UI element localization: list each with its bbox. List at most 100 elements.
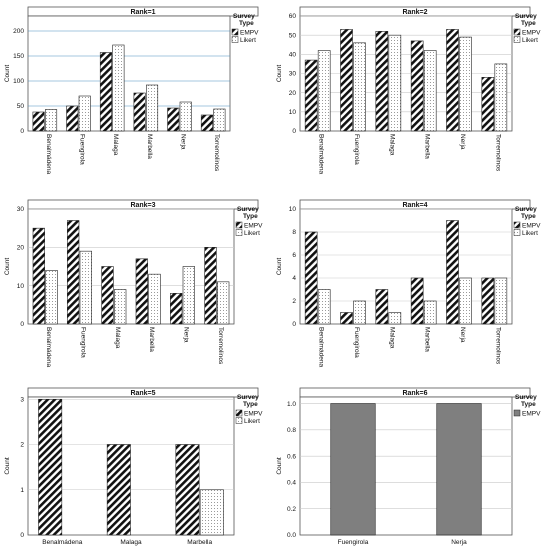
bar-empv-marbella: [133, 92, 146, 132]
x-tick-label: Torremolinos: [217, 327, 224, 365]
y-tick-label: 50: [17, 103, 25, 110]
y-tick-label: 0.4: [287, 480, 296, 487]
legend-swatch-empv: [231, 28, 239, 36]
x-tick-label: Marbella: [146, 134, 153, 159]
y-tick-label: 60: [289, 13, 297, 20]
x-tick-label: Fuengirola: [79, 134, 86, 165]
bar-likert-benalmadena: [317, 289, 331, 325]
bar-empv-fuengirola: [67, 220, 80, 325]
y-tick-label: 3: [20, 396, 24, 403]
bar-empv-torremolinos: [481, 277, 495, 325]
y-axis-label: Count: [276, 258, 283, 276]
chart-title: Rank=5: [130, 390, 155, 397]
x-tick-label: Benalmádena: [42, 539, 82, 546]
x-tick-label: Benalmádena: [318, 134, 325, 174]
legend-title: Type: [243, 213, 258, 220]
legend-title: Type: [521, 401, 536, 408]
bar-likert-fuengirola: [78, 95, 91, 132]
bar-empv-benalmadena: [32, 227, 45, 325]
bar-likert-fuengirola: [79, 250, 92, 325]
x-tick-label: Fuengirola: [353, 327, 360, 358]
bar-empv-benalmadena: [304, 59, 318, 132]
bar-likert-marbella: [146, 84, 159, 132]
plot-area: [27, 15, 231, 132]
x-tick-label: Nerja: [183, 327, 190, 343]
panel-rank-1: Rank=1 0 50 100 150 200 Count Benalmádena Fuengi…: [4, 6, 259, 174]
bar-empv-nerja: [167, 107, 180, 132]
x-tick-label: Marbella: [424, 134, 431, 159]
bar-empv-fuengirola: [340, 29, 353, 132]
y-axis-label: Count: [4, 65, 11, 83]
y-tick-label: 20: [17, 245, 25, 252]
bar-empv-malaga: [375, 289, 389, 325]
legend-label-empv: EMPV: [244, 411, 263, 418]
panel-rank-6: Rank=6 0.0 0.2 0.4 0.6 0.8 1.0 Count Fuengirola N…: [276, 387, 541, 546]
y-tick-label: 0: [292, 321, 296, 328]
bar-empv-marbella: [410, 40, 424, 132]
bar-empv-torremolinos: [200, 114, 213, 132]
legend-swatch-likert: [235, 229, 243, 236]
y-axis-label: Count: [276, 457, 283, 475]
chart-title: Rank=6: [402, 390, 427, 397]
chart-title: Rank=4: [402, 202, 427, 209]
y-tick-label: 10: [17, 283, 25, 290]
y-tick-label: 0: [292, 128, 296, 135]
bar-likert-fuengirola: [353, 42, 366, 132]
legend-title: Survey: [237, 206, 259, 213]
bar-likert-benalmadena: [45, 270, 58, 325]
y-tick-label: 0.8: [287, 427, 296, 434]
y-tick-label: 40: [289, 52, 297, 59]
y-tick-label: 0.2: [287, 506, 296, 513]
y-tick-label: 100: [13, 78, 24, 85]
x-tick-label: Marbella: [148, 327, 155, 352]
bar-empv-marbella: [135, 258, 148, 325]
legend-label-empv: EMPV: [240, 30, 259, 37]
x-tick-label: Marbella: [187, 539, 212, 546]
bar-likert-torremolinos: [494, 63, 508, 132]
panel-rank-5: Rank=5 0 1 2 3 Count Benalmádena Malaga Marbella…: [4, 387, 263, 546]
bar-empv-marbella: [175, 444, 200, 536]
x-tick-label: Marbella: [424, 327, 431, 352]
legend-title: Type: [239, 20, 254, 27]
y-tick-label: 0.0: [287, 532, 296, 539]
legend-label-empv: EMPV: [522, 223, 541, 230]
bar-likert-benalmadena: [45, 109, 58, 132]
legend-title: Type: [243, 401, 258, 408]
bar-empv-fuengirola: [330, 403, 376, 536]
bar-likert-malaga: [112, 44, 125, 132]
x-tick-label: Malaga: [112, 134, 119, 156]
y-tick-label: 8: [292, 229, 296, 236]
plot-area: [27, 208, 235, 325]
legend-swatch-likert: [231, 36, 239, 43]
x-tick-label: Nerja: [459, 134, 466, 150]
x-tick-label: Fuengirola: [80, 327, 87, 358]
y-tick-label: 0: [20, 128, 24, 135]
legend-label-likert: Likert: [522, 230, 538, 237]
panel-rank-4: Rank=4 0 2 4 6 8 10 Count Benalmádena Fuengirola M…: [276, 199, 541, 367]
bar-empv-benalmadena: [304, 231, 318, 325]
x-tick-label: Malaga: [388, 327, 395, 349]
bar-empv-malaga: [106, 444, 131, 536]
chart-title: Rank=1: [130, 9, 155, 16]
chart-title: Rank=2: [402, 9, 427, 16]
y-axis-label: Count: [276, 65, 283, 83]
bar-likert-nerja: [182, 266, 195, 325]
y-tick-label: 20: [289, 90, 297, 97]
legend-label-empv: EMPV: [522, 30, 541, 37]
bar-likert-marbella: [423, 300, 437, 325]
y-tick-label: 1: [20, 487, 24, 494]
bar-empv-torremolinos: [481, 77, 495, 132]
y-tick-label: 30: [289, 71, 297, 78]
y-tick-label: 0.6: [287, 453, 296, 460]
legend-title: Survey: [515, 394, 537, 401]
y-axis-label: Count: [4, 457, 11, 475]
x-tick-label: Malaga: [114, 327, 121, 349]
y-tick-label: 10: [289, 109, 297, 116]
legend-swatch-empv: [235, 409, 243, 417]
legend-title: Type: [521, 20, 536, 27]
bar-likert-malaga: [114, 289, 127, 325]
